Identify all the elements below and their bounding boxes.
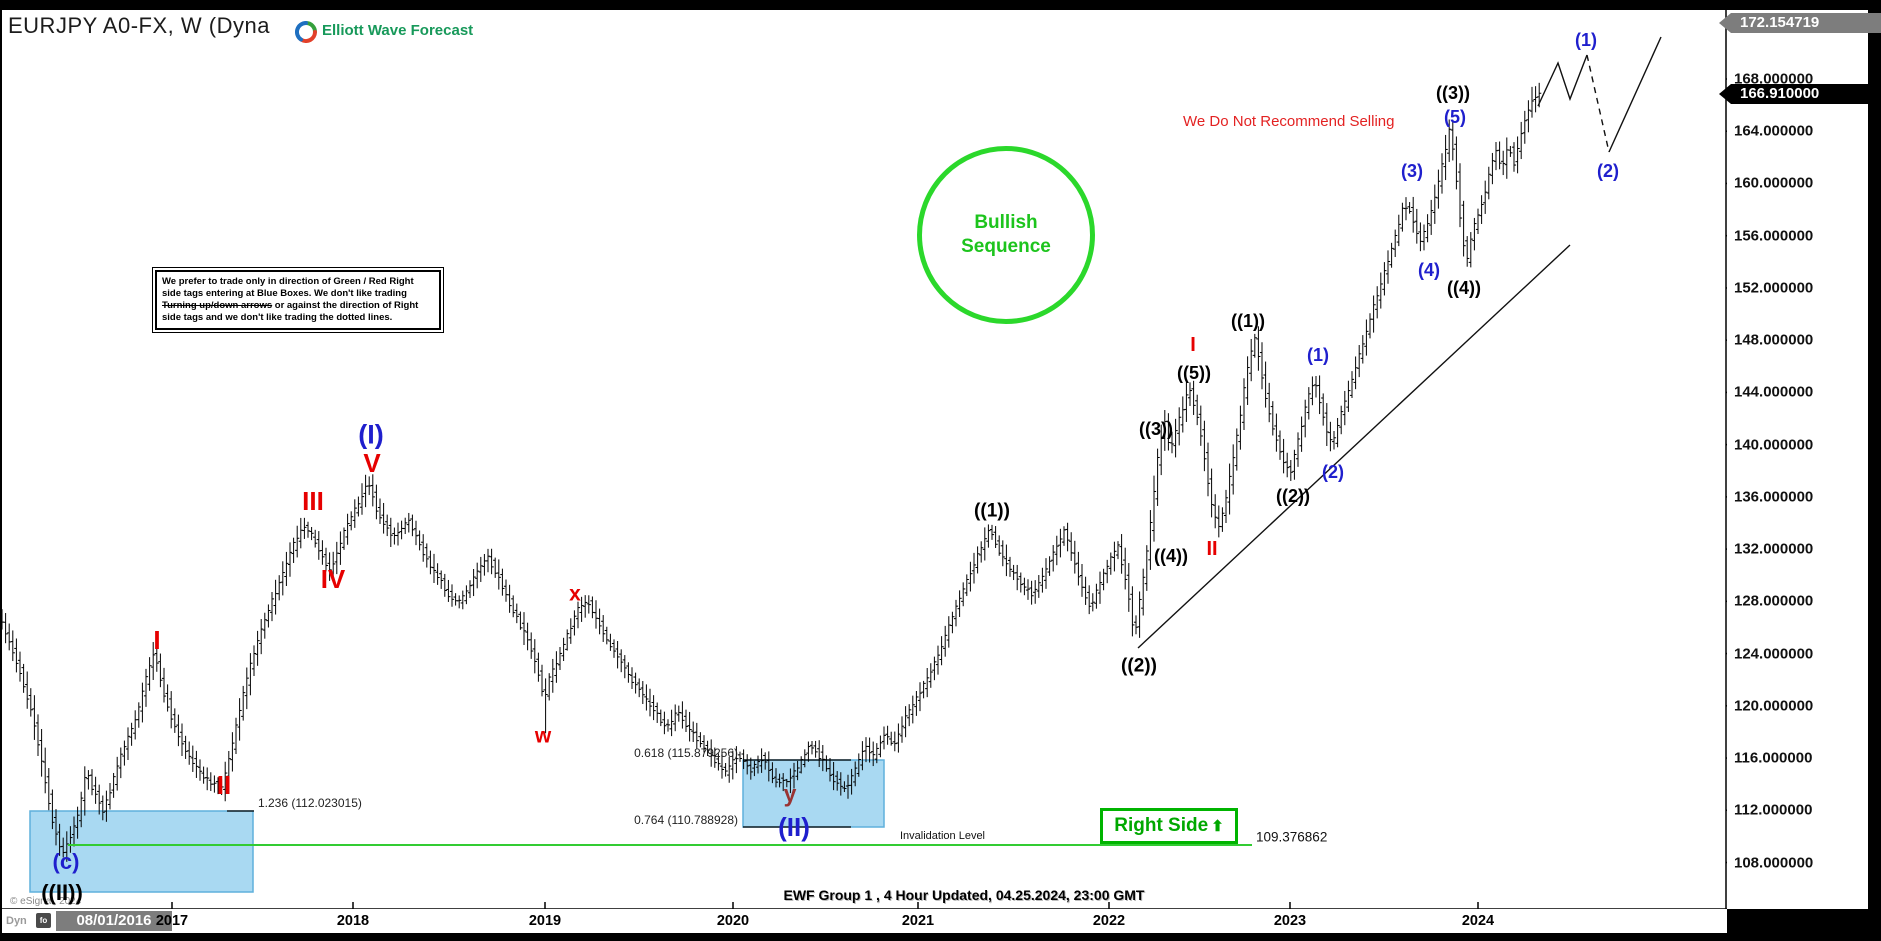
top-black-bar bbox=[0, 0, 1881, 10]
price-axis-label: 156.000000 bbox=[1734, 227, 1814, 245]
disclaimer-line: We prefer to trade only in direction of … bbox=[162, 276, 414, 287]
target-price-badge: 172.154719 bbox=[1731, 13, 1881, 33]
year-axis-label-2020: 2020 bbox=[716, 913, 750, 929]
right-side-badge: Right Side ⬆ bbox=[1100, 808, 1238, 844]
year-axis-label-2019: 2019 bbox=[528, 913, 562, 929]
esignal-copyright: © eSignal, 2024 bbox=[10, 896, 82, 907]
right-side-label: Right Side bbox=[1114, 815, 1209, 836]
price-axis-label: 128.000000 bbox=[1734, 592, 1814, 610]
year-axis-label-2022: 2022 bbox=[1092, 913, 1126, 929]
disclaimer-line: Turning up/down arrows or against the di… bbox=[162, 299, 419, 311]
price-axis-label: 148.000000 bbox=[1734, 331, 1814, 349]
price-axis-label: 140.000000 bbox=[1734, 436, 1814, 454]
bullish-sequence-circle: Bullish Sequence bbox=[917, 146, 1095, 324]
price-axis-label: 168.000000 bbox=[1734, 70, 1814, 88]
current-price-badge-arrow bbox=[1719, 84, 1731, 104]
bullish-line2: Sequence bbox=[961, 236, 1051, 257]
year-axis-label-2017: 2017 bbox=[155, 913, 189, 929]
start-date-badge: 08/01/2016 bbox=[56, 911, 172, 931]
price-axis-label: 112.000000 bbox=[1734, 801, 1813, 819]
price-axis-label: 124.000000 bbox=[1734, 645, 1814, 663]
projection-path-solid bbox=[1537, 54, 1588, 107]
price-axis-label: 160.000000 bbox=[1734, 174, 1814, 192]
disclaimer-line: side tags and we don't like trading the … bbox=[162, 311, 393, 323]
right-black-strip bbox=[1868, 0, 1881, 941]
elliott-wave-forecast-logo-icon bbox=[295, 21, 317, 43]
year-axis-label-2024: 2024 bbox=[1461, 913, 1495, 929]
disclaimer-line: side tags entering at Blue Boxes. We don… bbox=[162, 287, 407, 299]
price-axis-label: 136.000000 bbox=[1734, 488, 1814, 506]
bullish-line1: Bullish bbox=[974, 212, 1038, 234]
chart-footer-note: EWF Group 1 , 4 Hour Updated, 04.25.2024… bbox=[783, 887, 1145, 903]
year-axis-label-2023: 2023 bbox=[1273, 913, 1307, 929]
chart-title: EURJPY A0-FX, W (Dyna bbox=[8, 13, 270, 38]
time-axis-row[interactable]: Dyn fo 08/01/2016 2017 2018 2019 2020 2021 20… bbox=[0, 909, 1727, 933]
price-axis-label: 132.000000 bbox=[1734, 540, 1814, 558]
year-axis-label-2021: 2021 bbox=[901, 913, 935, 929]
target-price-badge-arrow bbox=[1719, 13, 1731, 33]
price-axis-label: 120.000000 bbox=[1734, 697, 1814, 715]
year-axis-label-2018: 2018 bbox=[336, 913, 370, 929]
invalidation-price-value: 109.376862 bbox=[1256, 829, 1328, 845]
left-black-strip bbox=[0, 10, 2, 933]
disclaimer-struck-text: Turning up/down arrows bbox=[162, 299, 273, 311]
projection-path-dashed bbox=[1586, 54, 1610, 153]
trading-disclaimer-box: We prefer to trade only in direction of … bbox=[152, 267, 444, 333]
interval-icon[interactable]: fo bbox=[36, 913, 51, 928]
elliott-wave-forecast-brand: Elliott Wave Forecast bbox=[322, 22, 474, 39]
no-sell-warning: We Do Not Recommend Selling bbox=[1183, 113, 1395, 130]
dyn-label: Dyn bbox=[6, 915, 27, 927]
price-axis-panel[interactable]: 168.000000 164.000000 160.000000 156.000000… bbox=[1727, 10, 1868, 909]
price-axis-label: 164.000000 bbox=[1734, 122, 1814, 140]
price-axis-label: 144.000000 bbox=[1734, 383, 1814, 401]
price-axis-label: 108.000000 bbox=[1734, 854, 1814, 871]
up-arrow-icon: ⬆ bbox=[1211, 818, 1224, 835]
bottom-black-bar bbox=[0, 933, 1881, 941]
ascending-trend-line bbox=[1137, 244, 1571, 649]
invalidation-level-label: Invalidation Level bbox=[900, 830, 986, 842]
price-axis-label: 116.000000 bbox=[1734, 749, 1813, 767]
price-axis-label: 152.000000 bbox=[1734, 279, 1814, 297]
ohlc-bars bbox=[0, 82, 1542, 862]
blue-box-2 bbox=[742, 759, 885, 828]
projection-path-rise bbox=[1608, 36, 1662, 153]
current-price-badge: 166.910000 bbox=[1731, 84, 1881, 104]
